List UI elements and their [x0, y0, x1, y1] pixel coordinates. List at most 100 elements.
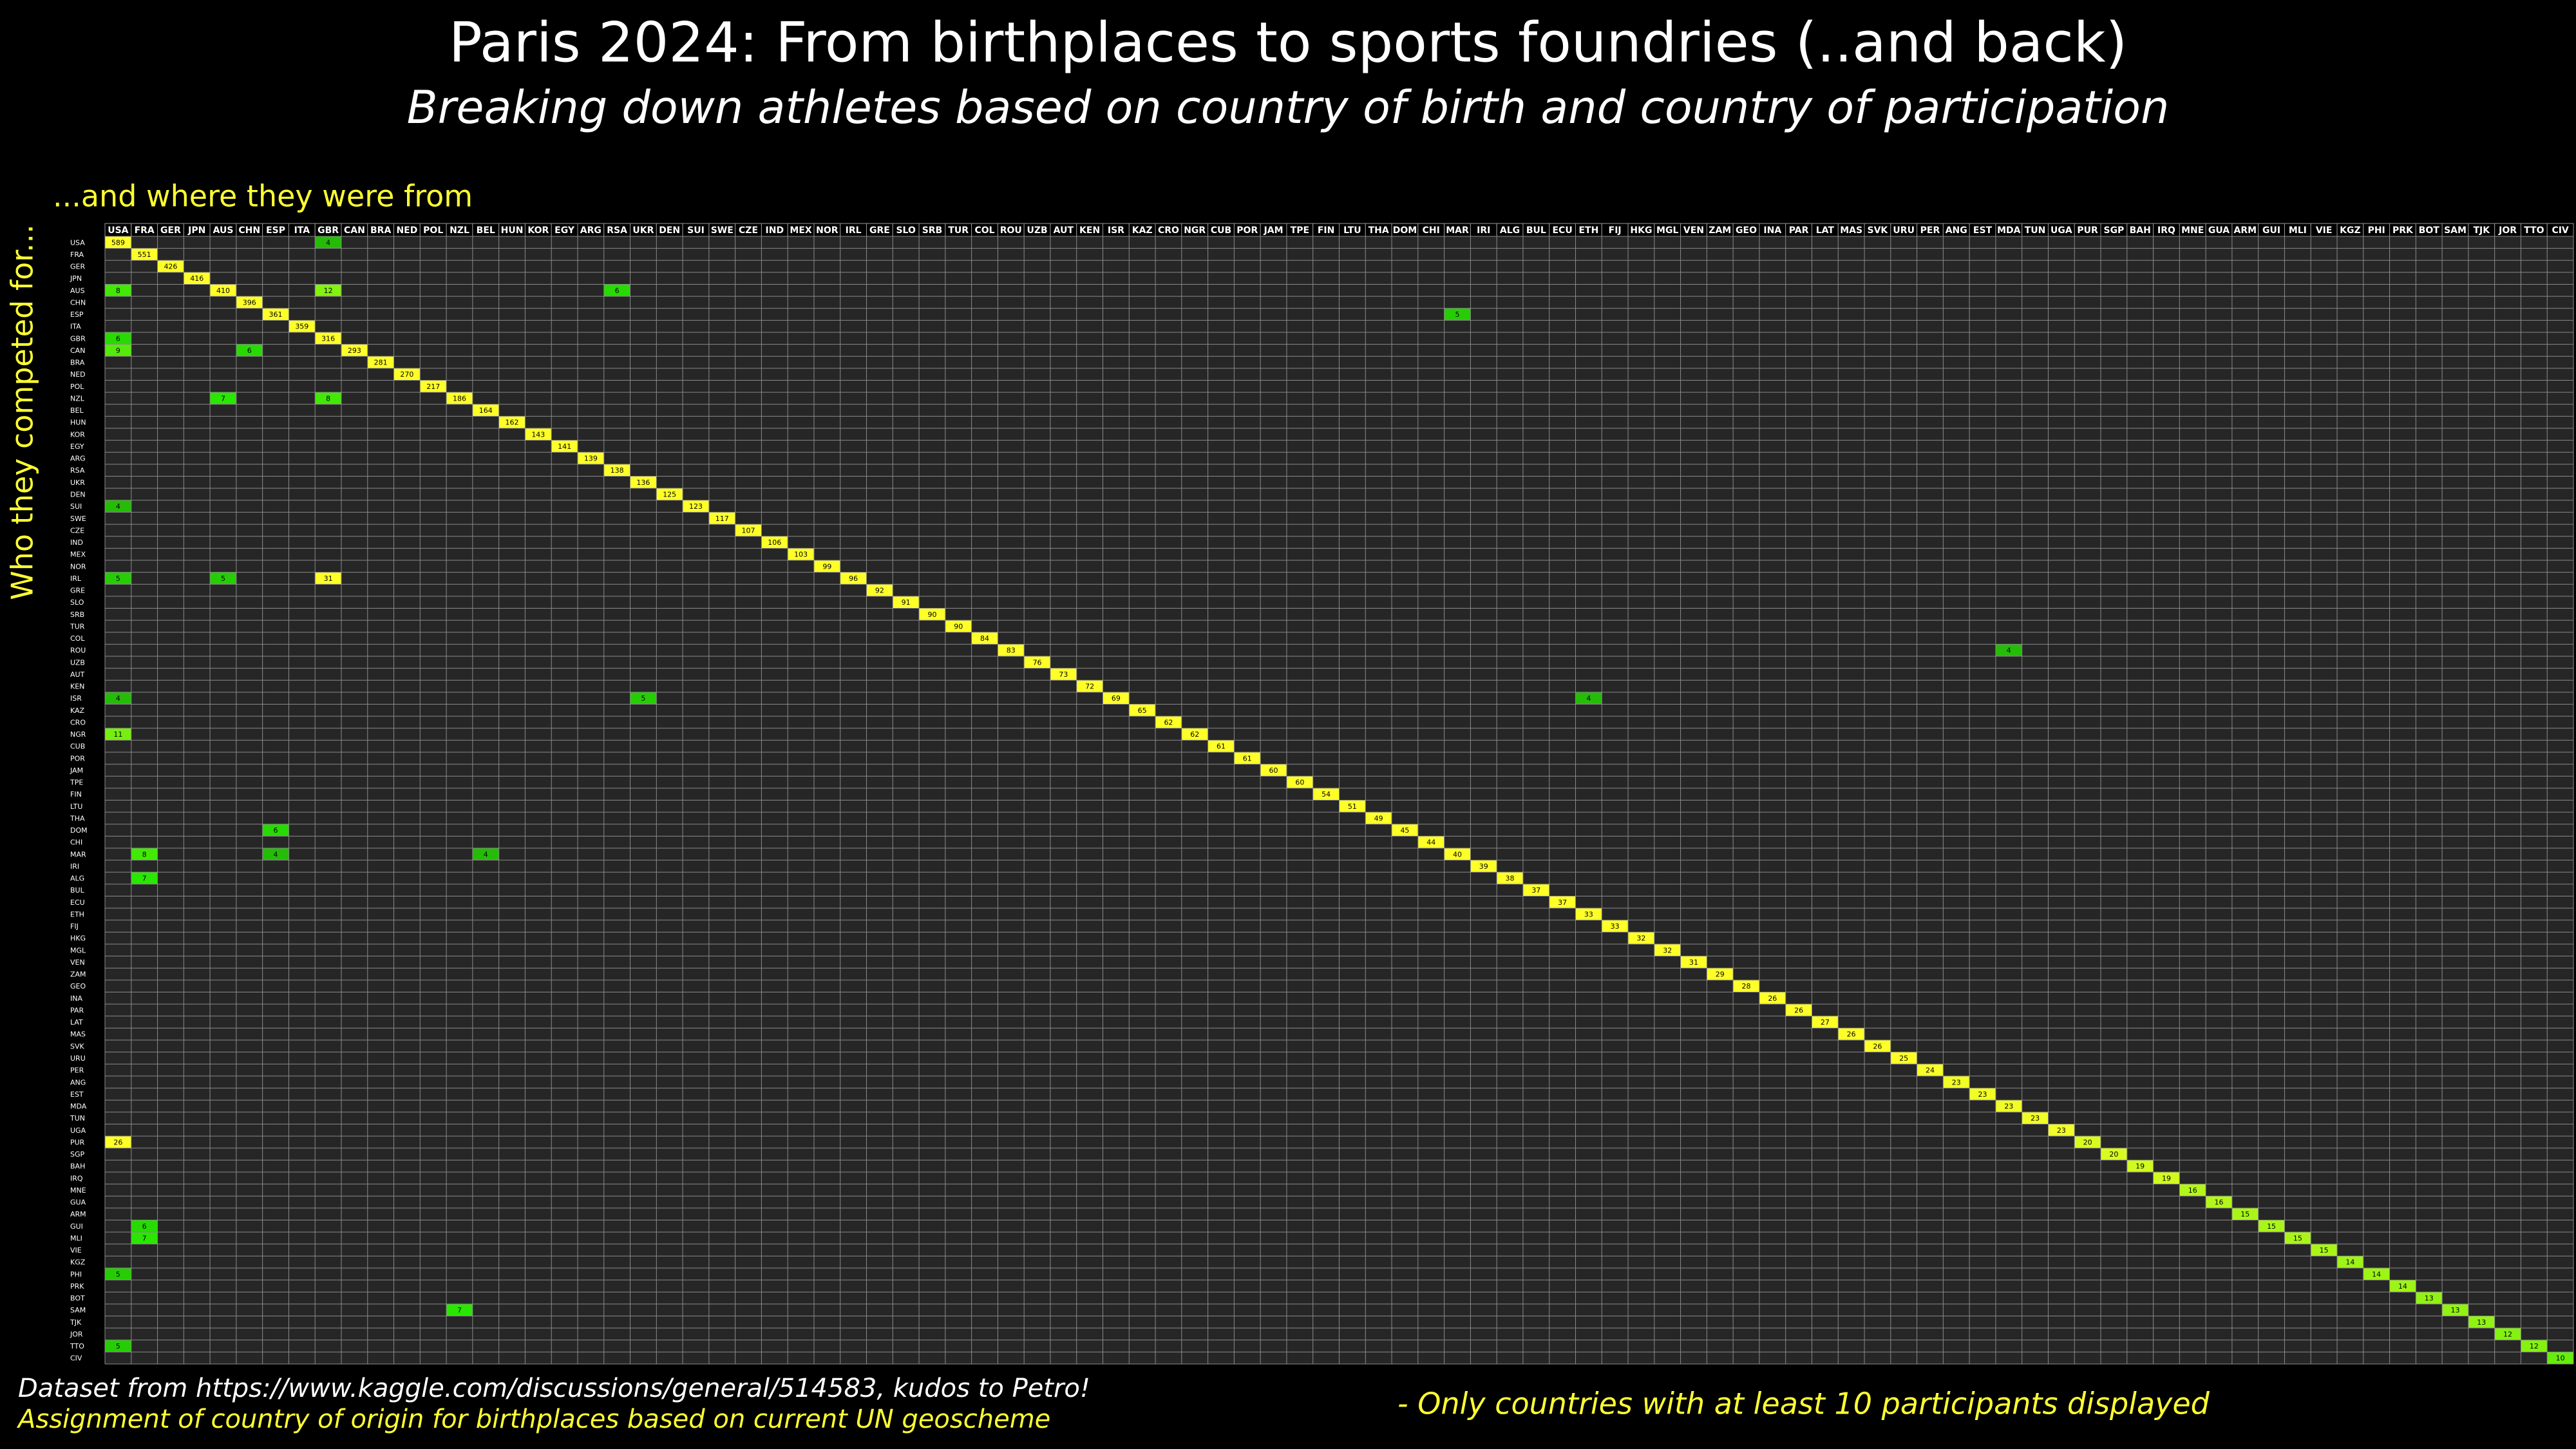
cell-label: 5 — [116, 574, 120, 583]
chart-subtitle: Breaking down athletes based on country … — [407, 81, 2170, 134]
heat-cell — [1286, 776, 1313, 788]
cell-label: 60 — [1269, 766, 1278, 775]
row-label: AUS — [70, 287, 85, 295]
heat-cell — [1549, 896, 1576, 909]
column-header: POR — [1236, 225, 1258, 236]
cell-label: 13 — [2477, 1318, 2486, 1327]
column-header: PER — [1920, 225, 1940, 236]
cell-label: 31 — [324, 574, 333, 583]
heat-cell — [2337, 1256, 2363, 1268]
cell-label: 6 — [247, 346, 252, 355]
heat-cell — [420, 380, 447, 393]
cell-label: 23 — [2031, 1114, 2040, 1122]
heat-cell — [630, 692, 657, 705]
heat-cell — [131, 1220, 158, 1233]
row-label: TUR — [70, 622, 85, 630]
cell-label: 90 — [954, 622, 963, 630]
row-label: ANG — [70, 1078, 86, 1086]
heat-cell — [446, 1303, 473, 1316]
row-label: NOR — [70, 562, 86, 571]
heat-cell — [2126, 1160, 2154, 1172]
cell-label: 96 — [849, 574, 858, 583]
source-note: Dataset from https://www.kaggle.com/disc… — [18, 1374, 1090, 1403]
cell-label: 20 — [2109, 1150, 2118, 1159]
cell-label: 136 — [636, 478, 650, 487]
column-header: MDA — [1997, 225, 2021, 236]
cell-label: 76 — [1033, 658, 1042, 667]
heat-cell — [1024, 656, 1050, 668]
heat-cell — [1312, 788, 1340, 800]
cell-label: 4 — [484, 850, 488, 858]
cell-label: 11 — [113, 730, 122, 739]
cell-label: 281 — [374, 359, 388, 367]
column-header: SUI — [687, 225, 705, 236]
column-header: GER — [160, 225, 181, 236]
row-label: HKG — [70, 934, 86, 943]
row-label: MEX — [70, 551, 86, 559]
cell-label: 139 — [584, 455, 598, 463]
row-label: COL — [70, 634, 85, 643]
column-header: BEL — [477, 225, 495, 236]
heat-cell — [1890, 1052, 1917, 1065]
column-header: HUN — [501, 225, 524, 236]
column-header: ETH — [1578, 225, 1598, 236]
heat-cell — [1917, 1064, 1944, 1076]
row-label: CUB — [70, 743, 85, 751]
column-header: FIJ — [1609, 225, 1622, 236]
column-header: BAH — [2130, 225, 2151, 236]
x-axis-label: ...and where they were from — [53, 179, 473, 214]
heat-cell — [2494, 1328, 2521, 1340]
row-label: IRI — [70, 862, 79, 871]
column-header: ANG — [1946, 225, 1967, 236]
row-label: PUR — [70, 1138, 85, 1146]
heat-cell — [1208, 740, 1235, 752]
heat-cell — [367, 356, 394, 368]
heat-cell — [131, 248, 158, 261]
cell-label: 117 — [715, 515, 729, 523]
row-label: KGZ — [70, 1258, 86, 1267]
heat-cell — [131, 1232, 158, 1244]
column-header: UGA — [2050, 225, 2072, 236]
heat-cell — [131, 848, 158, 860]
heat-cell — [236, 296, 263, 308]
cell-label: 6 — [274, 826, 278, 835]
row-label: IRL — [70, 574, 82, 583]
heat-cell — [603, 464, 630, 477]
cell-label: 83 — [1007, 647, 1016, 655]
row-label: MAS — [70, 1030, 86, 1039]
heat-cell — [315, 332, 341, 345]
heat-cell — [2153, 1171, 2180, 1184]
cell-label: 26 — [1873, 1042, 1882, 1050]
heat-cell — [472, 848, 499, 860]
column-header: EGY — [554, 225, 575, 236]
row-label: TJK — [70, 1318, 82, 1327]
column-header: ARM — [2234, 225, 2257, 236]
heat-cell — [393, 368, 421, 381]
column-header: BRA — [370, 225, 391, 236]
heat-cell — [157, 260, 184, 272]
row-label: MLI — [70, 1234, 82, 1242]
column-header: DEN — [659, 225, 680, 236]
heat-cell — [656, 488, 683, 500]
row-label: JPN — [70, 274, 82, 283]
cell-label: 164 — [479, 406, 493, 415]
column-header: ITA — [294, 225, 310, 236]
heat-cell — [210, 392, 236, 404]
row-label: BOT — [70, 1294, 85, 1303]
column-header: BUL — [1526, 225, 1546, 236]
heat-cell — [262, 848, 289, 860]
heat-cell — [1339, 800, 1366, 813]
heat-cell — [1103, 692, 1130, 705]
cell-label: 15 — [2320, 1246, 2329, 1255]
heat-cell — [1995, 644, 2022, 656]
row-label: ECU — [70, 898, 85, 907]
column-header: PUR — [2077, 225, 2098, 236]
heat-cell — [210, 284, 236, 297]
filter-note: - Only countries with at least 10 partic… — [1397, 1387, 2210, 1421]
column-header: JAM — [1264, 225, 1283, 236]
row-label: MNE — [70, 1186, 86, 1195]
row-label: CIV — [70, 1354, 82, 1363]
cell-label: 5 — [221, 574, 225, 583]
column-header: CZE — [739, 225, 758, 236]
column-header: TUR — [948, 225, 969, 236]
